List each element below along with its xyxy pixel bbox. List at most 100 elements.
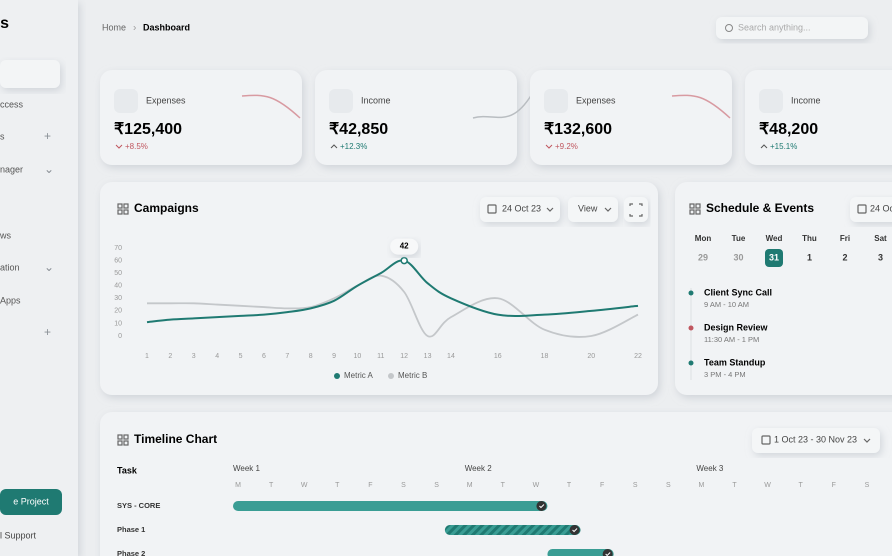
weekday-letter: S (434, 482, 439, 489)
weekday-letter: T (732, 482, 737, 489)
highlight-point (400, 256, 408, 265)
schedule-date-button[interactable] (850, 197, 892, 222)
event-title[interactable]: Client Sync Call (704, 287, 772, 297)
stat-card (315, 70, 517, 165)
cta-label[interactable]: e Project (13, 496, 49, 506)
schedule-title: Schedule & Events (706, 201, 814, 215)
task-name: Phase 1 (117, 525, 145, 534)
event-time: 3 PM - 4 PM (704, 370, 746, 379)
line-series (146, 259, 639, 324)
weekday-letter: T (799, 482, 804, 489)
sidebar-search (0, 60, 60, 88)
trend-arrow (545, 144, 553, 149)
y-tick-label: 20 (114, 308, 122, 315)
day-number[interactable]: 2 (842, 252, 847, 262)
weekday-letter: S (633, 482, 638, 489)
stat-label: Income (361, 95, 391, 105)
stat-label: Expenses (146, 95, 186, 105)
weekday-letter: T (269, 482, 274, 489)
stat-card (745, 70, 892, 165)
sidebar-icons: + ⌄ ⌄ + (44, 129, 54, 339)
schedule-date[interactable]: 24 Oct (870, 203, 892, 213)
x-tick-label: 8 (309, 353, 313, 360)
x-tick-label: 18 (541, 353, 549, 360)
day-number[interactable]: 29 (698, 252, 708, 262)
event-time: 9 AM - 10 AM (704, 300, 749, 309)
timeline-range[interactable]: 1 Oct 23 - 30 Nov 23 (774, 434, 857, 444)
trend-arrow (115, 144, 123, 149)
stat-value: ₹125,400 (114, 121, 182, 138)
task-bar[interactable] (233, 501, 548, 511)
search-box[interactable] (716, 17, 868, 39)
x-tick-label: 4 (215, 353, 219, 360)
legend-swatch (388, 373, 394, 379)
y-tick-label: 30 (114, 295, 122, 302)
annotation: 42 (400, 242, 409, 251)
legend-label: Metric A (344, 371, 374, 380)
sidebar (0, 0, 78, 556)
event-title[interactable]: Team Standup (704, 357, 766, 367)
stat-label: Expenses (576, 95, 616, 105)
weekday: Tue (732, 234, 746, 243)
x-tick-label: 7 (285, 353, 289, 360)
view-button[interactable] (568, 197, 618, 222)
breadcrumb-current: Dashboard (143, 22, 190, 32)
day-number[interactable]: 3 (878, 252, 883, 262)
weekday: Sat (874, 234, 887, 243)
nav-item[interactable]: s (0, 131, 5, 141)
view-label[interactable]: View (578, 203, 598, 213)
day-number[interactable]: 31 (769, 252, 779, 262)
nav-item[interactable]: Apps (0, 295, 21, 305)
x-tick-label: 2 (168, 353, 172, 360)
cta-button[interactable] (0, 489, 62, 515)
nav-item[interactable]: ccess (0, 99, 24, 109)
weekday-letter: M (235, 482, 241, 489)
x-tick-label: 16 (494, 353, 502, 360)
task-check (569, 525, 580, 535)
svg-text:⌄: ⌄ (44, 260, 54, 274)
stat-change: +12.3% (340, 142, 367, 151)
stat-card (530, 70, 732, 165)
sparkline (671, 94, 731, 119)
stat-label: Income (791, 95, 821, 105)
stat-change: +9.2% (555, 142, 578, 151)
weekday-letter: M (467, 482, 473, 489)
weekday-letter: S (865, 482, 870, 489)
line-series (147, 274, 639, 338)
x-tick-label: 1 (145, 353, 149, 360)
range-button[interactable] (752, 428, 880, 453)
svg-text:+: + (44, 129, 51, 143)
y-tick-label: 50 (114, 270, 122, 277)
search-icon (725, 24, 733, 32)
nav-item[interactable]: ation (0, 262, 20, 272)
task-bar[interactable] (547, 549, 614, 556)
trend-arrow (330, 144, 338, 149)
event-title[interactable]: Design Review (704, 322, 769, 332)
day-number[interactable]: 1 (807, 252, 812, 262)
event-dot (688, 360, 694, 366)
legend-label: Metric B (398, 371, 427, 380)
week-label: Week 1 (233, 464, 261, 473)
svg-text:⌄: ⌄ (44, 162, 54, 176)
expand-button[interactable] (624, 197, 648, 222)
y-tick-label: 10 (114, 320, 122, 327)
nav-item[interactable]: ws (0, 230, 11, 240)
support-link[interactable]: l Support (0, 530, 36, 540)
task-bar[interactable] (444, 525, 581, 535)
selected-day[interactable] (765, 249, 783, 267)
weekday-letter: T (567, 482, 572, 489)
x-tick-label: 6 (262, 353, 266, 360)
date-button[interactable] (480, 197, 560, 222)
breadcrumb-home[interactable]: Home (102, 22, 126, 32)
weekday: Thu (802, 234, 817, 243)
x-tick-label: 14 (447, 353, 455, 360)
stat-icon (329, 89, 353, 113)
stat-change: +8.5% (125, 142, 148, 151)
weekday-letter: T (501, 482, 506, 489)
campaigns-date[interactable]: 24 Oct 23 (502, 203, 541, 213)
day-number[interactable]: 30 (733, 252, 743, 262)
sparkline (241, 94, 301, 119)
x-tick-label: 12 (400, 353, 408, 360)
breadcrumb-sep: › (133, 23, 136, 34)
nav-item[interactable]: nager (0, 164, 23, 174)
